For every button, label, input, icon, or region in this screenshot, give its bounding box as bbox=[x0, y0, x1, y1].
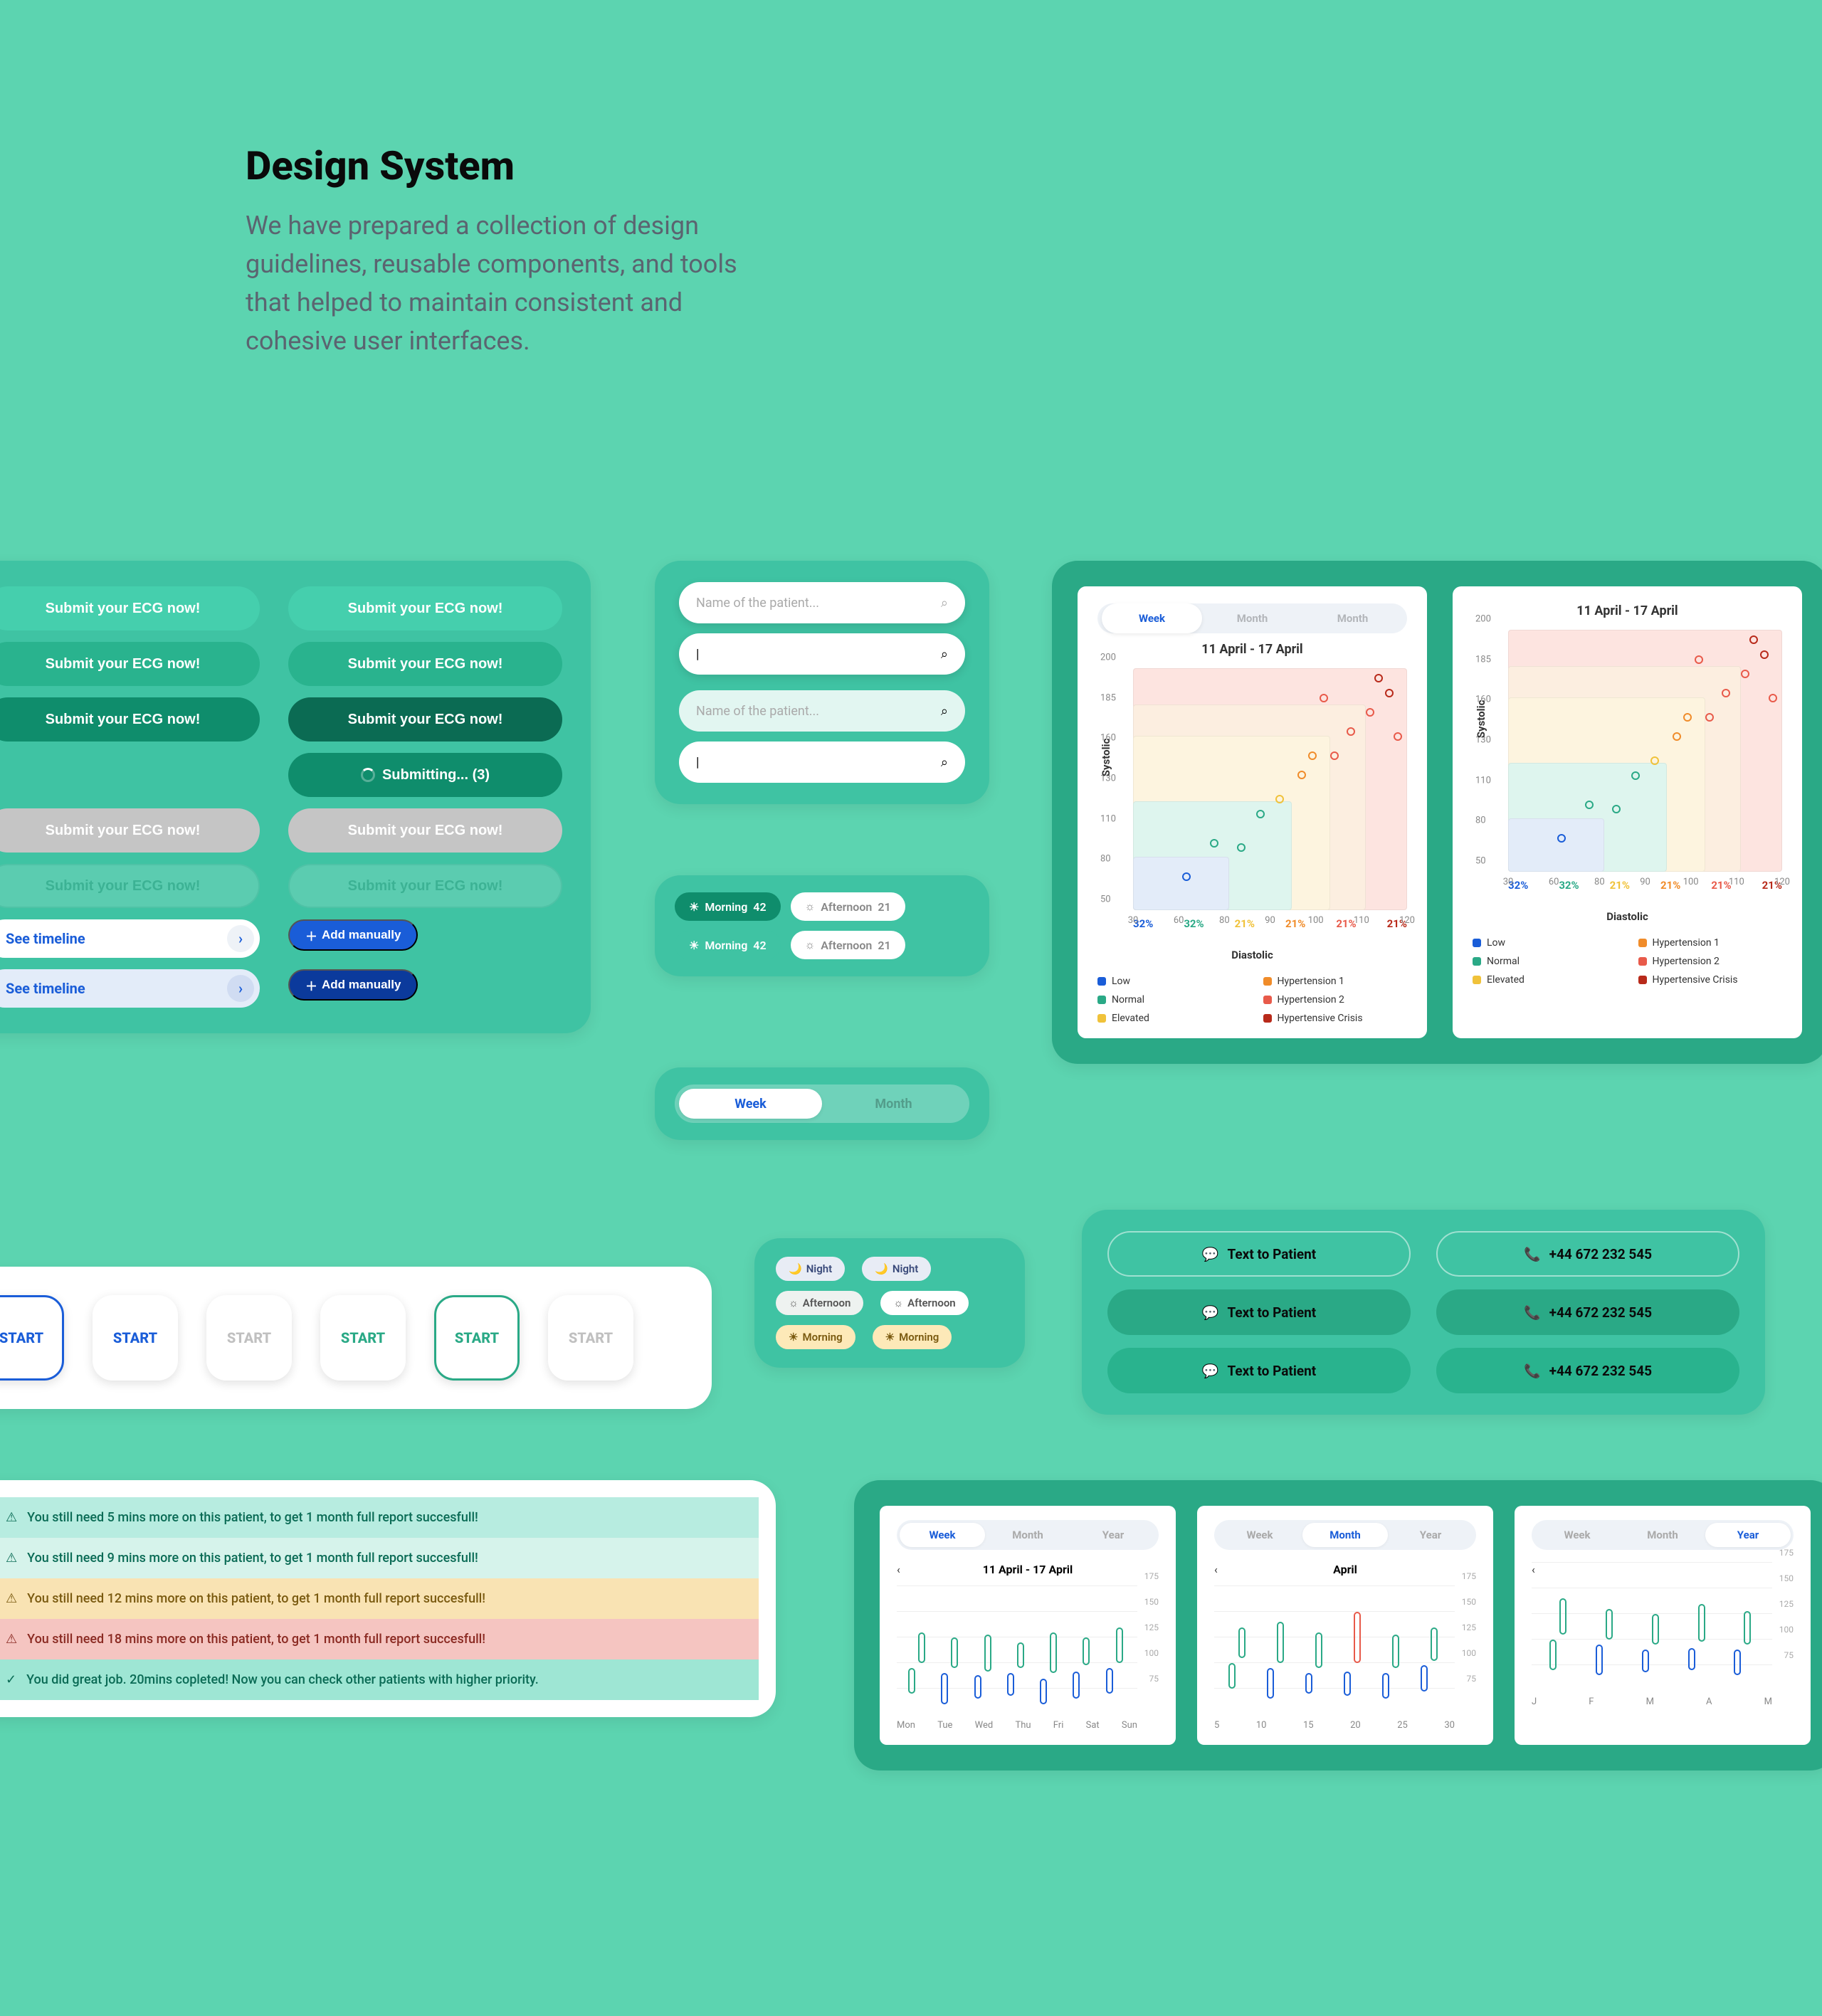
contact-panel: 💬 Text to Patient 📞 +44 672 232 545 💬 Te… bbox=[1082, 1210, 1765, 1415]
range-chart: WeekMonthYear‹75100125150175JFMAM bbox=[1515, 1506, 1811, 1745]
submit-button[interactable]: Submit your ECG now! bbox=[0, 642, 260, 686]
morning-chip[interactable]: ☀ Morning 42 bbox=[675, 892, 781, 921]
start-panel: START START START START START START bbox=[0, 1267, 712, 1409]
range-charts-panel: WeekMonthYear‹11 April - 17 April7510012… bbox=[854, 1480, 1822, 1770]
search-input[interactable]: Name of the patient... ⌕ bbox=[679, 690, 965, 732]
submit-button[interactable]: Submit your ECG now! bbox=[288, 697, 562, 742]
submit-button[interactable]: Submit your ECG now! bbox=[0, 697, 260, 742]
segment-month[interactable]: Month bbox=[1302, 1523, 1388, 1547]
add-manually-button[interactable]: ＋ Add manually bbox=[288, 969, 418, 1001]
warning-icon: ⚠ bbox=[6, 1510, 17, 1525]
start-button[interactable]: START bbox=[206, 1295, 292, 1381]
segment-panel: Week Month bbox=[655, 1067, 989, 1140]
bp-chart: Week Month Month 11 April - 17 April 508… bbox=[1078, 586, 1427, 1038]
afternoon-chip[interactable]: ☼ Afternoon bbox=[776, 1291, 863, 1315]
chevron-right-icon: › bbox=[227, 975, 254, 1002]
submit-button-ghost: Submit your ECG now! bbox=[0, 864, 260, 908]
search-icon: ⌕ bbox=[941, 755, 948, 770]
chart-plot: 5080110130160185200Systolic3060809010011… bbox=[1508, 630, 1782, 872]
bp-chart: 11 April - 17 April 5080110130160185200S… bbox=[1453, 586, 1802, 1038]
time-filter-panel: ☀ Morning 42 ☼ Afternoon 21 ☀ Morning 42… bbox=[655, 875, 989, 976]
timeline-button[interactable]: See timeline › bbox=[0, 969, 260, 1008]
night-chip[interactable]: 🌙 Night bbox=[862, 1257, 931, 1281]
morning-chip[interactable]: ☀ Morning bbox=[873, 1325, 952, 1349]
range-chart: WeekMonthYear‹April751001251501755101520… bbox=[1197, 1506, 1493, 1745]
submitting-button[interactable]: Submitting... (3) bbox=[288, 753, 562, 797]
alerts-panel: ⚠You still need 5 mins more on this pati… bbox=[0, 1480, 776, 1717]
search-input-active[interactable]: | ⌕ bbox=[679, 742, 965, 783]
submit-button[interactable]: Submit your ECG now! bbox=[0, 586, 260, 630]
segment-month[interactable]: Month bbox=[985, 1523, 1070, 1547]
submit-button[interactable]: Submit your ECG now! bbox=[288, 586, 562, 630]
chart-plot: 5080110130160185200Systolic3060809010011… bbox=[1133, 668, 1407, 910]
morning-chip[interactable]: ☀ Morning 42 bbox=[675, 931, 781, 959]
spinner-icon bbox=[361, 768, 375, 782]
submit-button-ghost: Submit your ECG now! bbox=[288, 864, 562, 908]
page-header: Design System We have prepared a collect… bbox=[246, 142, 758, 360]
timeline-button[interactable]: See timeline › bbox=[0, 919, 260, 958]
add-manually-button[interactable]: ＋ Add manually bbox=[288, 919, 418, 951]
call-patient-button[interactable]: 📞 +44 672 232 545 bbox=[1436, 1289, 1739, 1335]
bp-charts-panel: Week Month Month 11 April - 17 April 508… bbox=[1052, 561, 1822, 1064]
warning-icon: ⚠ bbox=[6, 1551, 17, 1566]
segment-week[interactable]: Week bbox=[1534, 1523, 1620, 1547]
alert-row: ⚠You still need 12 mins more on this pat… bbox=[0, 1578, 759, 1619]
page-title: Design System bbox=[246, 142, 758, 189]
afternoon-chip[interactable]: ☼ Afternoon 21 bbox=[791, 931, 905, 959]
text-patient-button[interactable]: 💬 Text to Patient bbox=[1107, 1231, 1411, 1277]
morning-chip[interactable]: ☀ Morning bbox=[776, 1325, 855, 1349]
chart-segment[interactable]: Week Month Month bbox=[1097, 603, 1407, 633]
start-button[interactable]: START bbox=[93, 1295, 178, 1381]
buttons-panel: Submit your ECG now! Submit your ECG now… bbox=[0, 561, 591, 1033]
afternoon-chip[interactable]: ☼ Afternoon bbox=[880, 1291, 968, 1315]
range-chart: WeekMonthYear‹11 April - 17 April7510012… bbox=[880, 1506, 1176, 1745]
search-input-active[interactable]: | ⌕ bbox=[679, 633, 965, 675]
alert-row: ⚠You still need 18 mins more on this pat… bbox=[0, 1619, 759, 1659]
night-chip[interactable]: 🌙 Night bbox=[776, 1257, 845, 1281]
search-icon: ⌕ bbox=[941, 596, 948, 611]
text-patient-button[interactable]: 💬 Text to Patient bbox=[1107, 1289, 1411, 1335]
afternoon-chip[interactable]: ☼ Afternoon 21 bbox=[791, 892, 905, 921]
warning-icon: ⚠ bbox=[6, 1591, 17, 1606]
segment-month[interactable]: Month bbox=[1620, 1523, 1705, 1547]
text-patient-button[interactable]: 💬 Text to Patient bbox=[1107, 1348, 1411, 1393]
start-button[interactable]: START bbox=[434, 1295, 520, 1381]
alert-row: ⚠You still need 9 mins more on this pati… bbox=[0, 1538, 759, 1578]
tod-panel: 🌙 Night 🌙 Night ☼ Afternoon ☼ Afternoon … bbox=[754, 1238, 1025, 1368]
page-subtitle: We have prepared a collection of design … bbox=[246, 206, 758, 360]
alert-row: ⚠You still need 5 mins more on this pati… bbox=[0, 1497, 759, 1538]
start-button[interactable]: START bbox=[548, 1295, 633, 1381]
start-button[interactable]: START bbox=[0, 1295, 64, 1381]
alert-row: ✓You did great job. 20mins copleted! Now… bbox=[0, 1659, 759, 1700]
search-icon: ⌕ bbox=[941, 647, 948, 662]
submit-button-disabled: Submit your ECG now! bbox=[0, 808, 260, 853]
chevron-left-icon[interactable]: ‹ bbox=[1214, 1563, 1218, 1576]
segment-week[interactable]: Week bbox=[900, 1523, 985, 1547]
segment-year[interactable]: Year bbox=[1705, 1523, 1791, 1547]
search-panel: Name of the patient... ⌕ | ⌕ Name of the… bbox=[655, 561, 989, 804]
call-patient-button[interactable]: 📞 +44 672 232 545 bbox=[1436, 1348, 1739, 1393]
segment-month[interactable]: Month bbox=[822, 1089, 965, 1119]
period-segment[interactable]: Week Month bbox=[675, 1084, 969, 1123]
search-icon: ⌕ bbox=[941, 704, 948, 719]
check-icon: ✓ bbox=[6, 1672, 16, 1687]
start-button[interactable]: START bbox=[320, 1295, 406, 1381]
segment-week[interactable]: Week bbox=[679, 1089, 822, 1119]
segment-year[interactable]: Year bbox=[1070, 1523, 1156, 1547]
chevron-right-icon: › bbox=[227, 925, 254, 952]
chevron-left-icon[interactable]: ‹ bbox=[897, 1563, 900, 1576]
warning-icon: ⚠ bbox=[6, 1632, 17, 1647]
segment-year[interactable]: Year bbox=[1388, 1523, 1473, 1547]
search-input[interactable]: Name of the patient... ⌕ bbox=[679, 582, 965, 623]
call-patient-button[interactable]: 📞 +44 672 232 545 bbox=[1436, 1231, 1739, 1277]
segment-week[interactable]: Week bbox=[1217, 1523, 1302, 1547]
submit-button[interactable]: Submit your ECG now! bbox=[288, 642, 562, 686]
submit-button-disabled: Submit your ECG now! bbox=[288, 808, 562, 853]
